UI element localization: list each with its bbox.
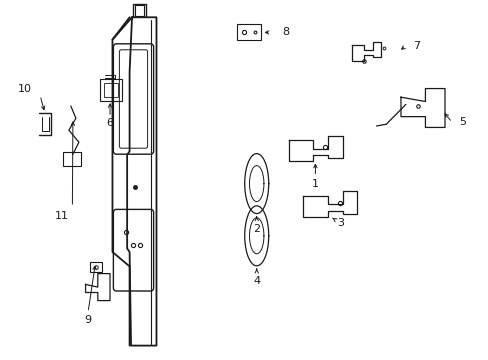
Text: 11: 11 [54, 211, 68, 221]
Bar [63, 152, 81, 166]
Bar [104, 83, 118, 97]
Text: 9: 9 [84, 315, 91, 325]
Text: 1: 1 [311, 179, 318, 189]
Bar [100, 79, 122, 101]
Text: 4: 4 [253, 276, 260, 286]
Text: 2: 2 [253, 224, 260, 234]
Text: 8: 8 [282, 27, 289, 37]
Text: 7: 7 [412, 41, 419, 51]
Bar [237, 24, 261, 40]
Bar [89, 262, 102, 273]
Text: 10: 10 [18, 84, 32, 94]
Text: 6: 6 [106, 118, 113, 128]
Text: 3: 3 [336, 218, 343, 228]
Text: 5: 5 [458, 117, 465, 127]
